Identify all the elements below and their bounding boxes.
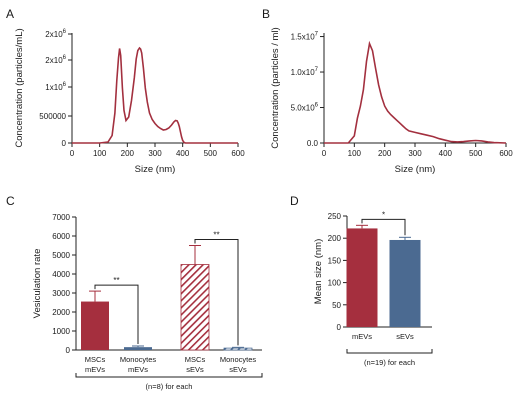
panel-a-x-tick-label: 400 <box>176 149 190 158</box>
panel-letter-b: B <box>262 7 270 21</box>
panel-b-x-axis-label: Size (nm) <box>395 164 436 175</box>
panel-a-x-tick-label: 0 <box>70 149 75 158</box>
panel-d-y-tick-label: 250 <box>328 212 342 221</box>
panel-letter-a: A <box>6 7 14 21</box>
panel-c-y-tick-label: 7000 <box>52 213 70 222</box>
panel-a-x-tick-label: 100 <box>93 149 107 158</box>
panel-a-x-tick-label: 500 <box>204 149 218 158</box>
panel-b-x-tick-label: 100 <box>348 149 362 158</box>
panel-c-bar <box>180 264 210 351</box>
panel-a-x-tick-label: 600 <box>231 149 245 158</box>
panel-d-chart: 0 50 100 150 200 250 mEVs sEVs * (n=19) for each M… <box>313 210 433 367</box>
panel-a-y-tick-label: 1x106 <box>45 82 66 92</box>
panel-b-y-axis-label: Concentration (particles / ml) <box>270 27 281 148</box>
panel-c-category-label: sEVs <box>229 365 247 374</box>
panel-b-x-tick-label: 400 <box>439 149 453 158</box>
panel-c-y-tick-label: 4000 <box>52 270 70 279</box>
panel-c-y-tick-label: 5000 <box>52 251 70 260</box>
panel-d-y-tick-label: 100 <box>328 279 342 288</box>
panel-a-y-tick-label: 2x106 <box>45 55 66 65</box>
panel-d-significance-bracket <box>361 218 406 236</box>
panel-d-significance-label: * <box>382 210 385 219</box>
panel-b-x-tick-label: 0 <box>322 149 327 158</box>
panel-letter-d: D <box>290 194 299 208</box>
panel-b-series-line <box>324 40 507 144</box>
panel-c-significance-bracket <box>194 239 239 346</box>
panel-b-y-tick-label: 5.0x106 <box>291 103 319 113</box>
panel-c-significance-bracket <box>94 284 139 345</box>
panel-c-chart: 01000200030004000500060007000MSCsmEVsMon… <box>32 213 263 391</box>
panel-d-category-label: sEVs <box>396 332 414 341</box>
panel-a-y-tick-label: 500000 <box>39 112 66 121</box>
panel-c-bar <box>81 301 109 350</box>
panel-d-bar <box>389 239 421 327</box>
panel-c-bar <box>124 347 152 350</box>
panel-c-category-label: sEVs <box>186 365 204 374</box>
panel-c-category-label: mEVs <box>85 365 105 374</box>
panel-a-y-tick-label: 0 <box>62 139 67 148</box>
panel-a-x-tick-label: 200 <box>121 149 135 158</box>
panel-c-category-label: Monocytes <box>120 355 157 364</box>
panel-a-chart: 0 100 200 300 400 500 600 0 500000 1x106 2x106 2x10… <box>14 28 245 175</box>
panel-d-y-tick-label: 0 <box>337 323 342 332</box>
panel-d-y-tick-label: 200 <box>328 234 342 243</box>
panel-c-y-axis-label: Vesiculation rate <box>32 249 43 319</box>
panel-b-x-tick-label: 300 <box>408 149 422 158</box>
panel-c-y-tick-label: 1000 <box>52 327 70 336</box>
panel-c-group-bracket <box>75 373 263 378</box>
panel-a-series-line <box>72 46 238 144</box>
panel-a-x-axis-label: Size (nm) <box>135 164 176 175</box>
panel-c-footnote: (n=8) for each <box>146 382 193 391</box>
panel-d-group-bracket <box>346 349 433 354</box>
panel-d-category-label: mEVs <box>352 332 372 341</box>
panel-b-y-tick-label: 1.0x107 <box>291 67 319 77</box>
panel-a-y-axis-label: Concentration (particles/mL) <box>14 28 25 147</box>
panel-d-y-tick-label: 150 <box>328 256 342 265</box>
panel-c-significance-label: ** <box>213 231 219 240</box>
panel-d-bar <box>346 228 378 327</box>
panel-b-chart: 0 100 200 300 400 500 600 0.0 5.0x106 1.0x107 1.5x… <box>270 27 513 175</box>
panel-a-y-tick-label: 2x106 <box>45 29 66 39</box>
panel-c-category-label: Monocytes <box>220 355 257 364</box>
panel-b-y-tick-label: 0.0 <box>307 139 319 148</box>
panel-d-y-axis-label: Mean size (nm) <box>313 239 324 304</box>
panel-c-y-tick-label: 3000 <box>52 289 70 298</box>
panel-c-category-label: MSCs <box>85 355 106 364</box>
panel-c-category-label: mEVs <box>128 365 148 374</box>
panel-c-y-tick-label: 0 <box>66 346 71 355</box>
panel-c-y-tick-label: 2000 <box>52 308 70 317</box>
panel-d-footnote: (n=19) for each <box>364 358 415 367</box>
panel-letter-c: C <box>6 194 15 208</box>
panel-a-x-tick-label: 300 <box>148 149 162 158</box>
panel-c-significance-label: ** <box>113 276 119 285</box>
panel-d-y-tick-label: 50 <box>332 301 341 310</box>
panel-c-category-label: MSCs <box>185 355 206 364</box>
panel-b-x-tick-label: 500 <box>469 149 483 158</box>
panel-b-x-tick-label: 600 <box>499 149 513 158</box>
panel-c-bar <box>223 347 253 351</box>
panel-c-y-tick-label: 6000 <box>52 232 70 241</box>
panel-b-x-tick-label: 200 <box>378 149 392 158</box>
panel-b-y-tick-label: 1.5x107 <box>291 32 319 42</box>
